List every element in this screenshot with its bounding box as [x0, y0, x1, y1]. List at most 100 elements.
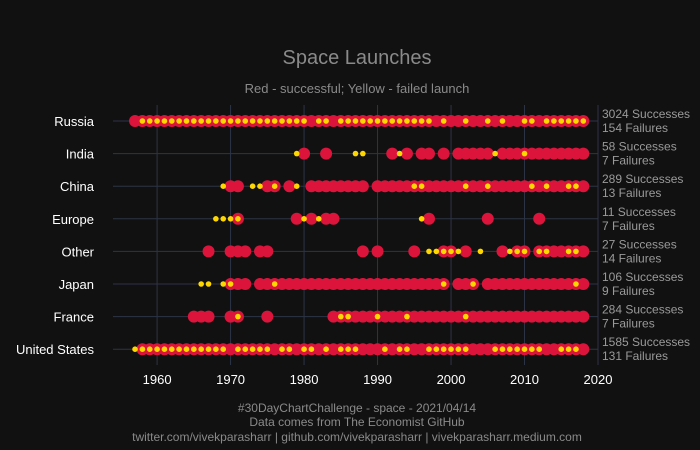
failure-point: [565, 346, 572, 353]
failure-point: [360, 150, 366, 157]
row-success-count: 58 Successes: [602, 140, 677, 154]
failure-point: [286, 346, 293, 353]
failure-point: [418, 183, 425, 189]
failure-point: [191, 118, 197, 124]
failure-point: [264, 346, 271, 353]
x-tick-label: 2000: [437, 372, 466, 387]
failure-point: [315, 216, 322, 222]
row-success-count: 11 Successes: [602, 205, 676, 219]
failure-point: [529, 118, 535, 124]
failure-point: [455, 346, 462, 353]
failure-point: [220, 281, 227, 287]
failure-point: [462, 118, 469, 124]
success-point: [577, 147, 590, 160]
y-tick-label: India: [66, 147, 95, 162]
failure-point: [352, 118, 359, 124]
success-point: [577, 180, 590, 193]
failure-point: [396, 150, 403, 157]
failure-point: [308, 346, 315, 353]
success-point: [239, 278, 252, 290]
failure-point: [499, 346, 506, 353]
failure-point: [404, 346, 410, 353]
failure-point: [382, 118, 388, 124]
failure-point: [440, 281, 447, 287]
failure-point: [338, 313, 344, 320]
failure-point: [374, 313, 381, 320]
row-failure-count: 14 Failures: [602, 251, 661, 265]
failure-point: [139, 346, 146, 353]
failure-point: [227, 216, 234, 222]
failure-point: [257, 118, 263, 124]
failure-point: [213, 216, 219, 222]
failure-point: [462, 313, 469, 320]
failure-point: [249, 346, 256, 353]
failure-point: [198, 118, 204, 124]
row-success-count: 27 Successes: [602, 237, 677, 251]
failure-point: [536, 248, 543, 255]
failure-point: [433, 346, 440, 353]
footer-line-3: twitter.com/vivekparasharr | github.com/…: [132, 430, 582, 444]
failure-point: [198, 346, 204, 353]
failure-point: [345, 313, 351, 320]
failure-point: [352, 346, 359, 353]
failure-point: [521, 248, 528, 255]
failure-point: [220, 118, 227, 124]
failure-point: [573, 183, 579, 189]
failure-point: [242, 118, 249, 124]
failure-point: [293, 150, 300, 157]
failure-point: [249, 183, 256, 189]
chart-title: Space Launches: [282, 47, 431, 69]
failure-point: [205, 281, 212, 287]
failure-point: [139, 118, 146, 124]
failure-point: [573, 346, 579, 353]
failure-point: [507, 346, 513, 353]
failure-point: [462, 346, 469, 353]
success-point: [496, 245, 509, 258]
failure-point: [315, 118, 322, 124]
failure-point: [404, 313, 410, 320]
failure-point: [338, 346, 344, 353]
row-success-count: 3024 Successes: [602, 107, 690, 121]
x-tick-label: 1990: [363, 372, 392, 387]
failure-point: [235, 313, 241, 320]
failure-point: [323, 118, 329, 124]
failure-point: [521, 346, 528, 353]
success-point: [356, 180, 369, 193]
failure-point: [257, 346, 263, 353]
failure-point: [213, 346, 219, 353]
success-point: [577, 310, 590, 323]
x-tick-label: 1980: [290, 372, 319, 387]
failure-point: [492, 346, 498, 353]
failure-point: [227, 118, 234, 124]
failure-point: [205, 118, 212, 124]
failure-point: [440, 346, 447, 353]
failure-point: [529, 346, 535, 353]
failure-point: [154, 118, 160, 124]
success-point: [533, 212, 546, 225]
failure-point: [264, 118, 271, 124]
failure-point: [345, 118, 351, 124]
failure-point: [507, 248, 513, 255]
failure-point: [352, 150, 359, 157]
failure-point: [161, 118, 168, 124]
failure-point: [220, 346, 227, 353]
row-failure-count: 7 Failures: [602, 317, 655, 331]
success-point: [290, 212, 303, 225]
row-failure-count: 131 Failures: [602, 349, 668, 363]
failure-point: [440, 248, 447, 255]
failure-point: [440, 118, 447, 124]
failure-point: [565, 183, 572, 189]
failure-point: [227, 281, 234, 287]
y-tick-label: Russia: [54, 114, 95, 129]
failure-point: [389, 118, 396, 124]
failure-point: [279, 118, 285, 124]
row-failure-count: 9 Failures: [602, 284, 655, 298]
failure-point: [573, 281, 579, 287]
failure-point: [551, 118, 557, 124]
row-failure-count: 7 Failures: [602, 219, 655, 233]
failure-point: [521, 118, 528, 124]
failure-point: [249, 118, 256, 124]
